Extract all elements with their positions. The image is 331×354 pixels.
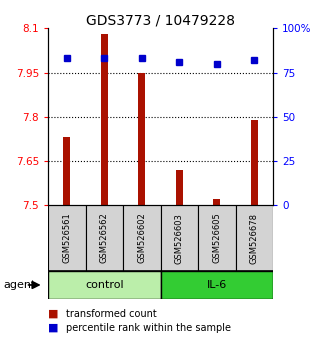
Title: GDS3773 / 10479228: GDS3773 / 10479228 (86, 13, 235, 27)
Text: percentile rank within the sample: percentile rank within the sample (66, 323, 231, 333)
Text: GSM526562: GSM526562 (100, 213, 109, 263)
Bar (236, 205, 273, 271)
Bar (63, 137, 70, 205)
Bar (123, 205, 161, 271)
Bar (85, 205, 123, 271)
Text: agent: agent (3, 280, 36, 290)
Text: GSM526603: GSM526603 (175, 213, 184, 263)
Bar (138, 73, 145, 205)
Text: GSM526602: GSM526602 (137, 213, 146, 263)
Bar (251, 120, 258, 205)
Bar (198, 205, 236, 271)
Text: ■: ■ (48, 322, 59, 332)
Text: IL-6: IL-6 (207, 280, 227, 290)
Bar (213, 199, 220, 205)
Bar (101, 34, 108, 205)
Text: control: control (85, 280, 123, 290)
Bar (161, 205, 198, 271)
Bar (176, 170, 183, 205)
Text: GSM526561: GSM526561 (62, 213, 71, 263)
Bar (48, 205, 85, 271)
Text: GSM526678: GSM526678 (250, 212, 259, 264)
Text: ■: ■ (48, 308, 59, 318)
Bar (48, 271, 161, 299)
Text: transformed count: transformed count (66, 309, 157, 319)
Text: GSM526605: GSM526605 (212, 213, 221, 263)
Bar (161, 271, 273, 299)
